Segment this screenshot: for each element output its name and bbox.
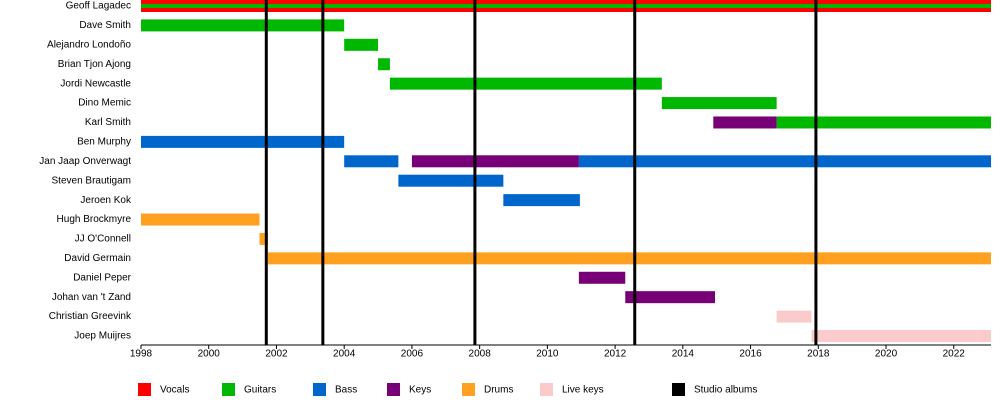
x-tick-label: 2018 [807, 349, 830, 360]
x-tick-label: 2000 [198, 349, 221, 360]
member-bar [661, 97, 777, 110]
legend-label: Live keys [562, 385, 604, 396]
legend-label: Studio albums [694, 385, 757, 396]
legend-swatch [222, 383, 235, 396]
x-tick-label: 2010 [536, 349, 559, 360]
member-bar [713, 116, 777, 129]
legend-swatch [462, 383, 475, 396]
x-tick-label: 2006 [401, 349, 424, 360]
member-bar [503, 194, 580, 207]
member-label: Jeroen Kok [80, 195, 132, 206]
legend-label: Keys [409, 385, 431, 396]
member-bar [141, 135, 345, 148]
member-label: Steven Brautigam [52, 175, 132, 186]
legend-swatch [540, 383, 553, 396]
member-label: Daniel Peper [73, 272, 131, 283]
member-bar [776, 310, 812, 323]
member-bar [776, 116, 991, 129]
legend-label: Bass [335, 385, 357, 396]
x-tick-label: 1998 [130, 349, 153, 360]
member-bar [625, 291, 716, 304]
x-tick-label: 2004 [333, 349, 356, 360]
member-bar [578, 271, 626, 284]
x-tick-label: 2014 [672, 349, 695, 360]
member-label: Alejandro Londoño [47, 39, 131, 50]
member-bar [378, 58, 390, 71]
member-label: JJ O'Connell [75, 234, 131, 245]
legend-label: Guitars [244, 385, 276, 396]
legend-swatch [138, 383, 151, 396]
legend-swatch [672, 383, 685, 396]
member-bar [411, 155, 579, 168]
member-bar [141, 4, 991, 8]
x-tick-label: 2022 [943, 349, 966, 360]
legend-label: Drums [484, 385, 513, 396]
member-label: Dave Smith [79, 20, 131, 31]
member-bar [141, 213, 260, 226]
member-label: Brian Tjon Ajong [58, 59, 131, 70]
x-tick-label: 2008 [469, 349, 492, 360]
x-tick-label: 2002 [265, 349, 288, 360]
x-tick-label: 2016 [739, 349, 762, 360]
x-tick-label: 2012 [604, 349, 627, 360]
member-bar [389, 77, 662, 90]
member-label: Karl Smith [85, 117, 131, 128]
member-bar [578, 155, 991, 168]
member-label: Jordi Newcastle [60, 78, 131, 89]
member-bar [141, 19, 345, 32]
legend-label: Vocals [160, 385, 189, 396]
member-label: Ben Murphy [77, 137, 131, 148]
member-bar [398, 174, 504, 187]
member-label: Hugh Brockmyre [57, 214, 132, 225]
member-bar [259, 232, 268, 245]
member-label: Geoff Lagadec [66, 1, 131, 12]
legend-swatch [313, 383, 326, 396]
member-label: Johan van 't Zand [52, 292, 131, 303]
member-bar [811, 330, 991, 342]
member-label: David Germain [64, 253, 131, 264]
member-label: Dino Memic [78, 98, 131, 109]
x-tick-label: 2020 [875, 349, 898, 360]
member-label: Jan Jaap Onverwagt [39, 156, 131, 167]
member-bar [344, 38, 379, 51]
member-bar [344, 155, 399, 168]
member-bar [267, 252, 991, 265]
legend-swatch [387, 383, 400, 396]
member-label: Joep Muijres [74, 331, 131, 342]
member-label: Christian Greevink [49, 311, 132, 322]
